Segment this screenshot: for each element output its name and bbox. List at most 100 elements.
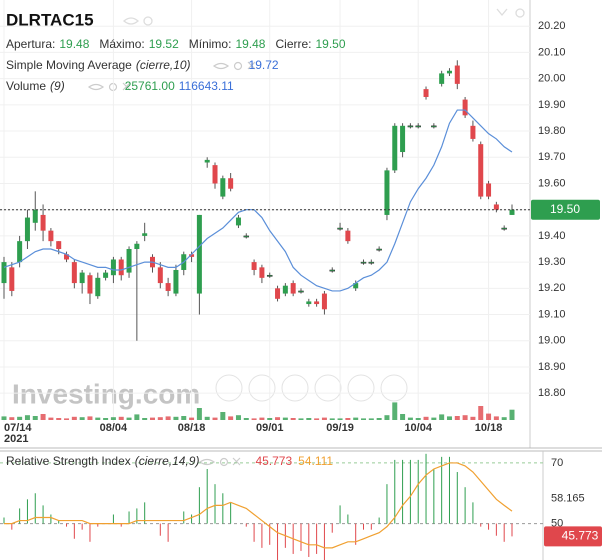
candle-body <box>290 283 296 294</box>
sma-line <box>3 109 513 292</box>
volume-bar <box>56 418 62 420</box>
y-tick-label: 19.30 <box>538 256 566 268</box>
candle-body <box>298 290 304 293</box>
y-tick-label: 70 <box>551 457 563 469</box>
candle-body <box>134 243 140 250</box>
volume-bar <box>306 418 312 420</box>
candle-body <box>212 165 218 184</box>
volume-bar <box>462 415 468 420</box>
candle-body <box>165 283 171 291</box>
indicator-name: Volume <box>6 79 46 93</box>
header-icons <box>123 8 525 26</box>
x-tick-label: 09/01 <box>256 422 284 434</box>
volume-bar <box>126 417 132 420</box>
candle-body <box>384 170 390 215</box>
y-tick-label: 19.70 <box>538 151 566 163</box>
indicator-name: Relative Strength Index <box>6 454 131 468</box>
candle-body <box>392 125 398 171</box>
volume-bar <box>165 416 171 420</box>
indicator-params: (cierre,14,9) <box>135 454 200 468</box>
indicator-value: 19.72 <box>249 58 279 72</box>
candle-body <box>251 262 257 270</box>
candle-body <box>415 125 421 128</box>
indicator-value: 45.773 <box>255 454 292 468</box>
candle-body <box>493 204 499 210</box>
volume-bar <box>478 406 484 420</box>
y-tick-label: 20.10 <box>538 46 566 58</box>
stat-label: Mínimo: <box>189 37 232 51</box>
volume-bar <box>95 417 101 420</box>
volume-bar <box>157 417 163 420</box>
y-tick-label: 19.40 <box>538 230 566 242</box>
volume-bar <box>134 414 140 420</box>
candle-body <box>282 285 288 294</box>
y-tick-label: 20.20 <box>538 20 566 32</box>
volume-bar <box>64 418 70 420</box>
candle-body <box>228 178 234 189</box>
volume-bar <box>486 413 492 420</box>
candle-body <box>486 183 492 197</box>
stat-value: 19.50 <box>316 37 346 51</box>
candle-body <box>431 125 437 128</box>
candle-body <box>360 261 367 264</box>
candle-body <box>1 262 7 284</box>
volume-bar <box>439 414 445 420</box>
y-tick-label: 19.90 <box>538 99 566 111</box>
volume-bar <box>110 417 116 420</box>
candle-body <box>400 125 406 153</box>
candle-body <box>470 125 476 139</box>
candle-body <box>478 144 484 197</box>
value-tag <box>544 526 602 547</box>
volume-bar <box>431 417 437 420</box>
candle-body <box>259 267 265 278</box>
candle-body <box>189 254 195 257</box>
y-tick-label: 18.90 <box>538 361 566 373</box>
y-tick-label: 19.60 <box>538 177 566 189</box>
year-label: 2021 <box>4 433 28 445</box>
stats: Apertura: 19.48 Máximo: 19.52 Mínimo: 19.48 Ci… <box>6 37 346 51</box>
volume-bar <box>361 418 367 420</box>
candle-body <box>142 233 148 236</box>
candle-body <box>439 73 445 84</box>
volume-bar <box>118 416 124 420</box>
volume-bar <box>454 416 460 420</box>
volume-bar <box>17 416 23 420</box>
candle-body <box>103 272 109 278</box>
volume-bar <box>9 417 15 420</box>
volume-legend: Volume (9) 25761.00 116643.11 <box>6 79 234 93</box>
candle-body <box>314 301 320 305</box>
volume-bar <box>149 417 155 420</box>
y-tick-label: 20.00 <box>538 73 566 85</box>
sma-legend: Simple Moving Average (cierre,10) 19.72 <box>6 58 279 72</box>
volume-bar <box>384 415 390 420</box>
indicator-value: 54.111 <box>298 454 333 468</box>
candle-body <box>118 259 124 276</box>
stat-label: Máximo: <box>99 37 144 51</box>
y-tick-label: 19.00 <box>538 335 566 347</box>
candle-body <box>407 125 414 128</box>
volume-bar <box>376 418 382 420</box>
x-tick-label: 10/04 <box>404 422 432 434</box>
candle-body <box>87 275 93 294</box>
candle-body <box>501 227 507 230</box>
volume-bar <box>493 416 499 420</box>
volume-bar <box>243 418 249 420</box>
volume-bar <box>501 417 507 420</box>
candle-body <box>79 272 85 284</box>
watermark: Investing.com <box>12 378 200 409</box>
symbol: DLRTAC15 <box>6 10 94 29</box>
price-tag-label: 19.50 <box>550 202 580 216</box>
indicator-params: (9) <box>50 79 65 93</box>
volume-bar <box>212 417 218 420</box>
indicator-value: 116643.11 <box>179 79 234 93</box>
rsi-legend: Relative Strength Index (cierre,14,9) 45.7… <box>6 454 333 468</box>
volume-bar <box>446 416 452 420</box>
candle-body <box>9 267 15 291</box>
volume-bar <box>470 416 476 420</box>
volume-bar <box>321 417 327 420</box>
candle-body <box>321 293 327 310</box>
legend-icons <box>87 61 256 467</box>
candle-body <box>173 269 179 294</box>
